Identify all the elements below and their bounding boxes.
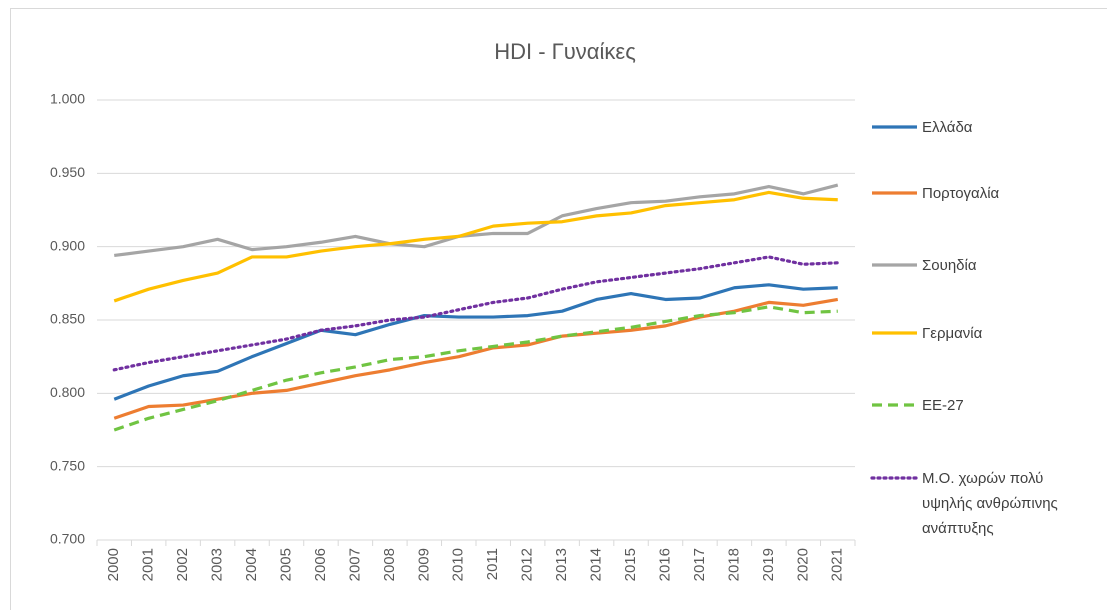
x-tick-label: 2016 xyxy=(656,548,673,581)
x-tick-label: 2006 xyxy=(312,548,329,581)
y-tick-label: 0.850 xyxy=(50,311,85,327)
x-tick-label: 2003 xyxy=(209,548,226,581)
legend-label: Σουηδία xyxy=(922,257,977,274)
chart-title: HDI - Γυναίκες xyxy=(494,39,636,64)
series-line xyxy=(112,255,840,372)
chart-frame xyxy=(10,8,1107,610)
y-tick-label: 0.950 xyxy=(50,164,85,180)
x-tick-label: 2013 xyxy=(553,548,570,581)
x-tick-label: 2009 xyxy=(415,548,432,581)
legend-label: ΕΕ-27 xyxy=(922,397,964,414)
y-tick-label: 0.800 xyxy=(50,384,85,400)
y-tick-label: 0.700 xyxy=(50,531,85,547)
x-tick-label: 2000 xyxy=(105,548,122,581)
x-tick-label: 2012 xyxy=(519,548,536,581)
legend-label: Πορτογαλία xyxy=(922,185,1000,202)
series-line xyxy=(113,283,838,401)
x-tick-label: 2005 xyxy=(277,548,294,581)
x-tick-label: 2008 xyxy=(381,548,398,581)
legend-label: Ελλάδα xyxy=(922,119,973,136)
series-line xyxy=(114,183,839,258)
x-tick-label: 2007 xyxy=(346,548,363,581)
x-tick-label: 2020 xyxy=(794,548,811,581)
x-tick-label: 2019 xyxy=(760,548,777,581)
x-tick-label: 2010 xyxy=(450,548,467,581)
x-tick-label: 2021 xyxy=(829,548,846,581)
x-tick-label: 2004 xyxy=(243,548,260,581)
y-tick-label: 0.900 xyxy=(50,237,85,253)
x-tick-label: 2002 xyxy=(174,548,191,581)
x-tick-label: 2014 xyxy=(588,548,605,581)
y-tick-label: 0.750 xyxy=(50,457,85,473)
x-tick-label: 2018 xyxy=(725,548,742,581)
x-tick-label: 2017 xyxy=(691,548,708,581)
x-tick-label: 2001 xyxy=(140,548,157,581)
legend-label: Γερμανία xyxy=(922,325,983,342)
series-line xyxy=(113,190,838,303)
y-tick-label: 1.000 xyxy=(50,91,85,107)
x-tick-label: 2015 xyxy=(622,548,639,581)
series-line xyxy=(113,305,838,432)
legend-label: Μ.Ο. χωρών πολύ υψηλής ανθρώπινης ανάπτυ… xyxy=(922,470,1058,537)
x-tick-label: 2011 xyxy=(484,548,501,580)
